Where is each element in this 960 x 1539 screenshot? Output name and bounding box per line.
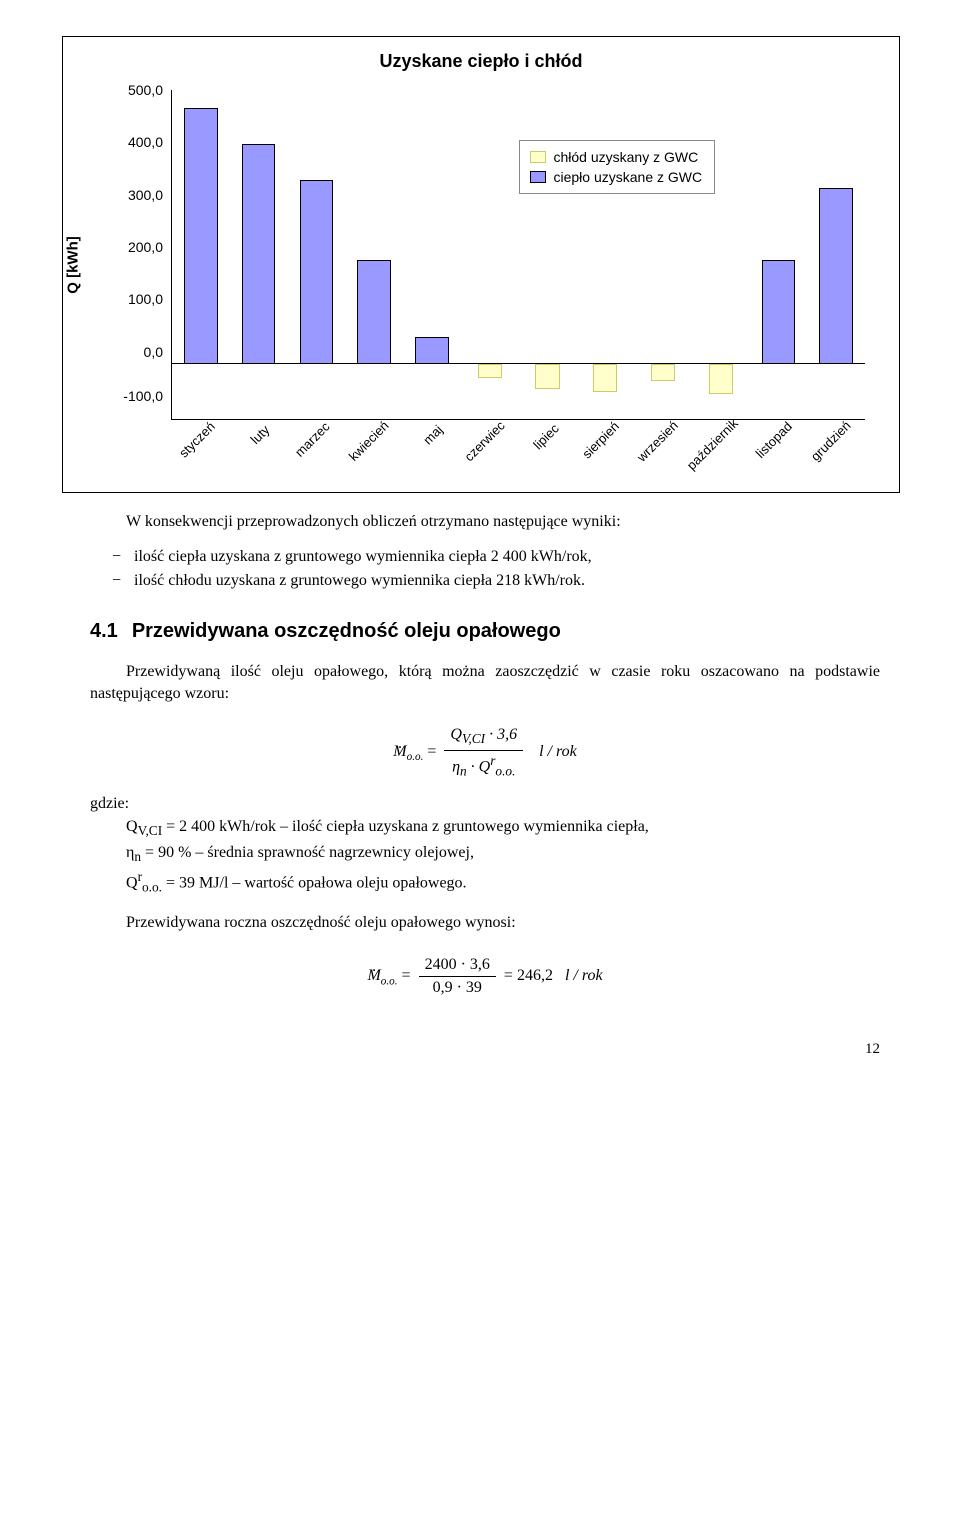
chart-title: Uzyskane ciepło i chłód xyxy=(63,37,899,90)
def-qroo: Qro.o. = 39 MJ/l – wartość opałowa oleju… xyxy=(126,867,880,898)
bar-slot xyxy=(230,90,288,419)
result-intro: Przewidywana roczna oszczędność oleju op… xyxy=(90,912,880,934)
x-label: grudzień xyxy=(808,418,854,464)
bar-cieplo xyxy=(415,337,448,365)
bar-slot xyxy=(288,90,346,419)
bullet-cold: ilość chłodu uzyskana z gruntowego wymie… xyxy=(112,569,880,594)
bar-cieplo xyxy=(184,108,217,364)
x-label: maj xyxy=(420,422,445,447)
bar-cieplo xyxy=(819,188,852,364)
y-tick: 0,0 xyxy=(144,344,163,360)
legend-swatch-cieplo xyxy=(530,171,546,183)
formula-oil-savings: Mo.o. = QV,CI · 3,6 ηn · Qro.o. l / rok xyxy=(90,726,880,779)
y-tick: 100,0 xyxy=(128,291,163,307)
bar-cieplo xyxy=(357,260,390,365)
section-paragraph: Przewidywaną ilość oleju opałowego, któr… xyxy=(90,661,880,704)
bar-cieplo xyxy=(242,144,275,364)
x-label: sierpień xyxy=(579,419,622,462)
x-label: kwiecień xyxy=(346,418,392,464)
y-axis-label: Q [kWh] xyxy=(65,236,82,294)
where-label: gdzie: xyxy=(90,795,880,813)
bar-cieplo xyxy=(762,260,795,365)
y-tick: -100,0 xyxy=(123,388,163,404)
bar-chlod xyxy=(535,364,559,389)
bar-chlod xyxy=(593,364,617,392)
bar-slot xyxy=(172,90,230,419)
chart-legend: chłód uzyskany z GWC ciepło uzyskane z G… xyxy=(519,140,716,194)
gwc-heat-chart: Uzyskane ciepło i chłód Q [kWh] 500,0 400… xyxy=(62,36,900,493)
y-tick: 400,0 xyxy=(128,134,163,150)
y-tick: 200,0 xyxy=(128,239,163,255)
intro-paragraph: W konsekwencji przeprowadzonych obliczeń… xyxy=(90,511,880,533)
legend-label-chlod: chłód uzyskany z GWC xyxy=(554,149,699,165)
page-number: 12 xyxy=(90,1041,880,1058)
bar-slot xyxy=(461,90,519,419)
legend-label-cieplo: ciepło uzyskane z GWC xyxy=(554,169,703,185)
x-label: czerwiec xyxy=(461,418,507,464)
y-ticks: 500,0400,0300,0200,0100,00,0-100,0 xyxy=(117,90,171,420)
bar-cieplo xyxy=(300,180,333,364)
bar-slot xyxy=(403,90,461,419)
x-label: wrzesień xyxy=(634,418,681,465)
bar-slot xyxy=(750,90,808,419)
bullet-heat: ilość ciepła uzyskana z gruntowego wymie… xyxy=(112,545,880,570)
x-label: marzec xyxy=(292,419,333,460)
x-label: styczeń xyxy=(176,419,218,461)
legend-item-cieplo: ciepło uzyskane z GWC xyxy=(530,167,703,187)
bar-chlod xyxy=(651,364,675,381)
bar-slot xyxy=(345,90,403,419)
bar-chlod xyxy=(478,364,502,378)
bar-chlod xyxy=(709,364,733,394)
section-number: 4.1 xyxy=(90,620,118,643)
def-eta: ηn = 90 % – średnia sprawność nagrzewnic… xyxy=(126,841,880,867)
y-tick: 500,0 xyxy=(128,82,163,98)
results-list: ilość ciepła uzyskana z gruntowego wymie… xyxy=(112,545,880,595)
plot-area: styczeńlutymarzeckwiecieńmajczerwieclipi… xyxy=(171,90,865,420)
y-tick: 300,0 xyxy=(128,187,163,203)
section-heading: 4.1 Przewidywana oszczędność oleju opało… xyxy=(90,620,880,643)
x-label: listopad xyxy=(753,419,795,461)
bar-slot xyxy=(807,90,865,419)
symbol-definitions: QV,CI = 2 400 kWh/rok – ilość ciepła uzy… xyxy=(126,815,880,898)
legend-swatch-chlod xyxy=(530,151,546,163)
x-label: lipiec xyxy=(531,421,563,453)
legend-item-chlod: chłód uzyskany z GWC xyxy=(530,147,703,167)
def-qvci: QV,CI = 2 400 kWh/rok – ilość ciepła uzy… xyxy=(126,815,880,841)
x-label: luty xyxy=(247,422,272,447)
formula-oil-result: Mo.o. = 2400 · 3,6 0,9 · 39 = 246,2 l / … xyxy=(90,956,880,997)
x-label: październik xyxy=(683,416,740,473)
section-title: Przewidywana oszczędność oleju opałowego xyxy=(132,620,561,643)
